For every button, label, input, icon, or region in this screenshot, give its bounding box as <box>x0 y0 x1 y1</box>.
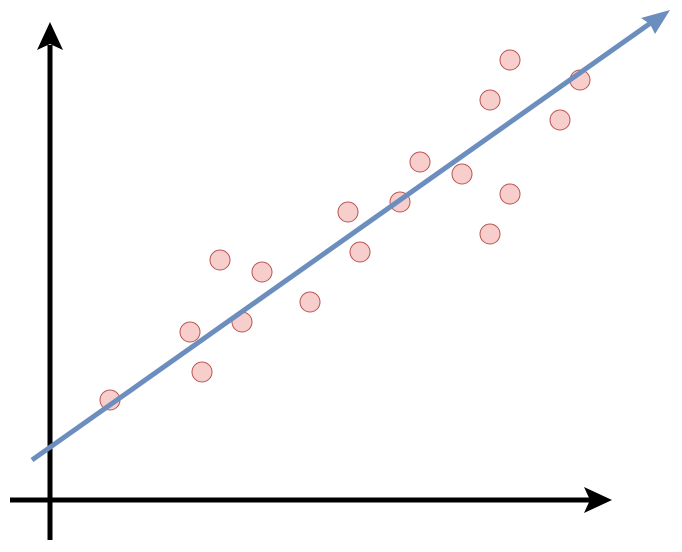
trend-arrowhead <box>641 10 670 34</box>
point <box>349 241 371 263</box>
point <box>337 201 359 223</box>
y-axis-arrowhead <box>37 22 63 50</box>
point <box>209 249 231 271</box>
point <box>409 151 431 173</box>
points <box>99 49 591 411</box>
x-axis-arrowhead <box>584 487 612 513</box>
point <box>479 223 501 245</box>
point <box>479 89 501 111</box>
point <box>299 291 321 313</box>
point <box>549 109 571 131</box>
point <box>499 49 521 71</box>
trend-line <box>30 19 654 463</box>
point <box>191 361 213 383</box>
point <box>499 183 521 205</box>
point <box>251 261 273 283</box>
point <box>179 321 201 343</box>
point <box>451 163 473 185</box>
